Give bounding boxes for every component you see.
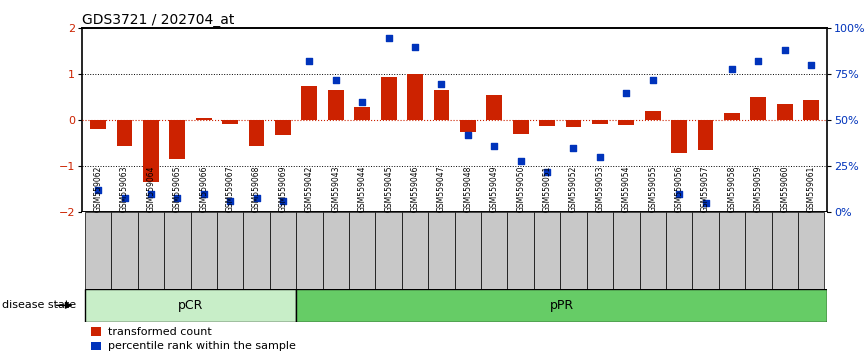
Point: [91, 188, 105, 193]
Bar: [138, 212, 165, 289]
Point: [593, 154, 607, 160]
Bar: [323, 212, 349, 289]
Bar: [434, 91, 449, 120]
Bar: [719, 212, 745, 289]
Bar: [666, 212, 692, 289]
Bar: [376, 212, 402, 289]
Point: [435, 81, 449, 86]
Bar: [296, 212, 323, 289]
Point: [302, 59, 316, 64]
Bar: [217, 212, 243, 289]
Point: [461, 132, 475, 138]
Point: [752, 59, 766, 64]
Bar: [777, 104, 792, 120]
Text: percentile rank within the sample: percentile rank within the sample: [108, 341, 296, 351]
Point: [408, 44, 422, 50]
Bar: [90, 120, 106, 129]
Bar: [249, 120, 264, 146]
Bar: [354, 107, 370, 120]
Bar: [407, 74, 423, 120]
Bar: [560, 212, 586, 289]
Bar: [481, 212, 507, 289]
Bar: [170, 120, 185, 159]
Point: [805, 62, 818, 68]
Text: disease state: disease state: [2, 300, 76, 310]
Bar: [724, 114, 740, 120]
Bar: [402, 212, 429, 289]
Point: [329, 77, 343, 83]
Bar: [618, 120, 634, 125]
Point: [249, 195, 263, 200]
Point: [355, 99, 369, 105]
Bar: [698, 120, 714, 150]
Bar: [85, 212, 112, 289]
Bar: [460, 120, 475, 132]
Bar: [513, 120, 528, 134]
Point: [171, 195, 184, 200]
Bar: [429, 212, 455, 289]
Bar: [639, 212, 666, 289]
Bar: [540, 120, 555, 126]
Point: [619, 90, 633, 96]
Point: [778, 47, 792, 53]
Bar: [533, 212, 560, 289]
Bar: [586, 212, 613, 289]
Point: [488, 143, 501, 149]
Bar: [507, 212, 533, 289]
Bar: [745, 212, 772, 289]
Bar: [191, 212, 217, 289]
Bar: [270, 212, 296, 289]
Bar: [143, 120, 158, 183]
Bar: [455, 212, 481, 289]
Bar: [243, 212, 270, 289]
Text: GDS3721 / 202704_at: GDS3721 / 202704_at: [82, 13, 235, 27]
Bar: [328, 91, 344, 120]
Bar: [671, 120, 687, 154]
Bar: [112, 212, 138, 289]
Text: transformed count: transformed count: [108, 327, 212, 337]
Point: [223, 199, 237, 204]
Bar: [487, 95, 502, 120]
Bar: [645, 111, 661, 120]
Bar: [798, 212, 824, 289]
Bar: [349, 212, 376, 289]
Point: [144, 191, 158, 197]
Bar: [301, 86, 317, 120]
Point: [514, 158, 527, 164]
Point: [672, 191, 686, 197]
Bar: [223, 120, 238, 124]
Point: [725, 66, 739, 72]
Point: [566, 145, 580, 151]
Bar: [296, 289, 827, 322]
Point: [118, 195, 132, 200]
Point: [276, 199, 290, 204]
Text: pCR: pCR: [178, 299, 204, 312]
Bar: [381, 77, 397, 120]
Bar: [804, 100, 819, 120]
Bar: [117, 120, 132, 146]
Text: pPR: pPR: [550, 299, 573, 312]
Bar: [751, 97, 766, 120]
Point: [540, 169, 554, 175]
Bar: [592, 120, 608, 124]
Point: [646, 77, 660, 83]
Bar: [613, 212, 639, 289]
Bar: [772, 212, 798, 289]
Point: [197, 191, 210, 197]
Point: [382, 35, 396, 40]
Bar: [165, 212, 191, 289]
Bar: [565, 120, 581, 127]
Point: [699, 200, 713, 206]
Bar: [85, 289, 296, 322]
Bar: [692, 212, 719, 289]
Bar: [196, 118, 211, 120]
Bar: [275, 120, 291, 135]
